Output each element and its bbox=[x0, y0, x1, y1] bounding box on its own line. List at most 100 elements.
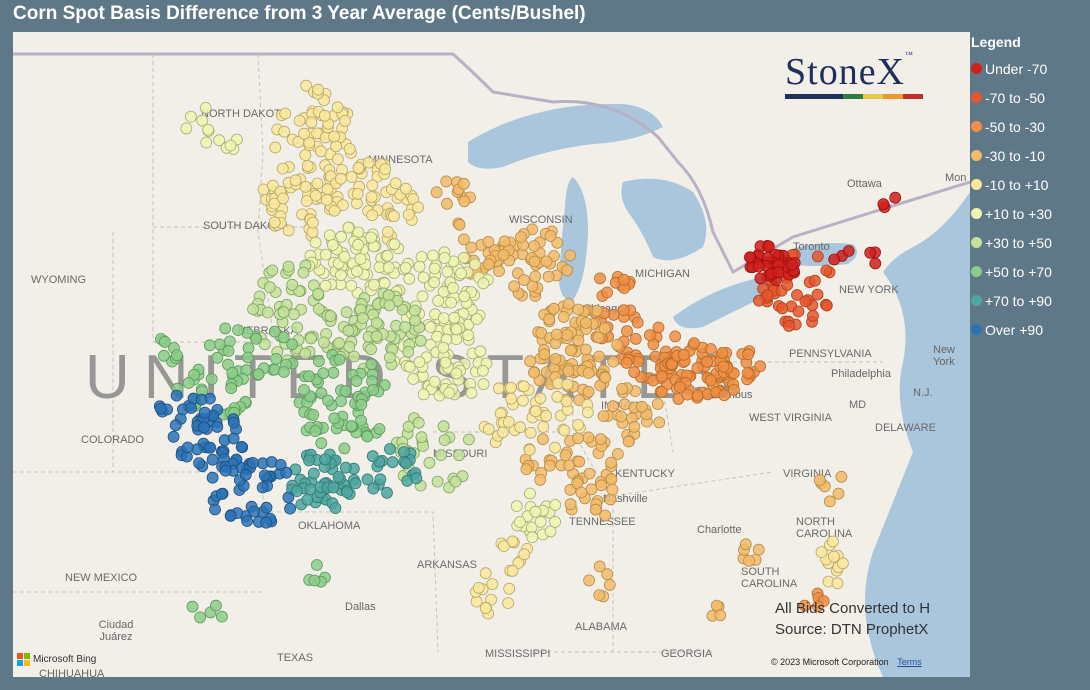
basis-point[interactable] bbox=[582, 385, 595, 398]
basis-point[interactable] bbox=[263, 281, 276, 294]
basis-point[interactable] bbox=[277, 306, 290, 319]
basis-point[interactable] bbox=[529, 505, 542, 518]
basis-point[interactable] bbox=[299, 180, 312, 193]
basis-point[interactable] bbox=[322, 394, 334, 407]
basis-point[interactable] bbox=[534, 473, 547, 486]
basis-point[interactable] bbox=[219, 464, 232, 477]
basis-point[interactable] bbox=[842, 245, 855, 257]
basis-point[interactable] bbox=[424, 321, 437, 334]
basis-point[interactable] bbox=[440, 175, 453, 188]
basis-point[interactable] bbox=[186, 600, 199, 613]
basis-point[interactable] bbox=[701, 355, 713, 368]
basis-point[interactable] bbox=[334, 269, 347, 282]
basis-point[interactable] bbox=[315, 437, 328, 450]
basis-point[interactable] bbox=[837, 557, 849, 570]
basis-point[interactable] bbox=[496, 426, 509, 439]
basis-point[interactable] bbox=[319, 453, 332, 466]
basis-point[interactable] bbox=[652, 321, 665, 334]
basis-point[interactable] bbox=[441, 197, 453, 210]
basis-point[interactable] bbox=[305, 116, 318, 129]
basis-point[interactable] bbox=[812, 600, 824, 613]
legend-item[interactable]: Under -70 bbox=[971, 54, 1086, 83]
basis-point[interactable] bbox=[479, 602, 492, 614]
basis-point[interactable] bbox=[332, 470, 345, 483]
basis-point[interactable] bbox=[543, 459, 556, 472]
basis-point[interactable] bbox=[171, 349, 183, 362]
basis-point[interactable] bbox=[508, 280, 521, 293]
basis-point[interactable] bbox=[524, 426, 537, 439]
basis-point[interactable] bbox=[741, 367, 754, 379]
basis-point[interactable] bbox=[345, 279, 358, 292]
basis-point[interactable] bbox=[592, 331, 605, 344]
basis-point[interactable] bbox=[617, 304, 630, 317]
basis-point[interactable] bbox=[524, 355, 536, 368]
basis-point[interactable] bbox=[181, 441, 194, 454]
basis-point[interactable] bbox=[781, 278, 794, 291]
basis-point[interactable] bbox=[414, 334, 427, 347]
basis-point[interactable] bbox=[783, 319, 795, 332]
basis-point[interactable] bbox=[718, 389, 731, 402]
basis-point[interactable] bbox=[326, 239, 339, 251]
basis-point[interactable] bbox=[534, 392, 547, 405]
basis-point[interactable] bbox=[213, 134, 226, 147]
basis-point[interactable] bbox=[469, 258, 481, 271]
basis-point[interactable] bbox=[551, 390, 564, 403]
basis-point[interactable] bbox=[373, 423, 386, 435]
basis-point[interactable] bbox=[312, 287, 325, 300]
basis-point[interactable] bbox=[540, 409, 553, 422]
basis-point[interactable] bbox=[691, 361, 704, 374]
basis-point[interactable] bbox=[303, 454, 315, 467]
basis-point[interactable] bbox=[889, 191, 902, 204]
basis-point[interactable] bbox=[445, 296, 458, 309]
basis-point[interactable] bbox=[409, 314, 422, 327]
basis-point[interactable] bbox=[299, 149, 312, 161]
basis-point[interactable] bbox=[282, 224, 295, 237]
basis-point[interactable] bbox=[247, 303, 260, 316]
basis-point[interactable] bbox=[227, 416, 240, 429]
basis-point[interactable] bbox=[200, 136, 213, 149]
basis-point[interactable] bbox=[331, 153, 344, 165]
map-canvas[interactable]: UNITED STATES NORTH DAKOTA MINNESOTA SOUTH… bbox=[13, 32, 970, 677]
basis-point[interactable] bbox=[318, 109, 331, 122]
basis-point[interactable] bbox=[185, 402, 198, 414]
basis-point[interactable] bbox=[537, 421, 550, 433]
basis-point[interactable] bbox=[329, 502, 342, 515]
basis-point[interactable] bbox=[402, 420, 415, 433]
basis-point[interactable] bbox=[544, 525, 557, 538]
basis-point[interactable] bbox=[258, 469, 271, 482]
basis-point[interactable] bbox=[415, 431, 428, 444]
basis-point[interactable] bbox=[315, 387, 328, 400]
basis-point[interactable] bbox=[448, 311, 461, 324]
basis-point[interactable] bbox=[506, 565, 519, 577]
basis-point[interactable] bbox=[477, 378, 490, 391]
basis-point[interactable] bbox=[517, 380, 530, 393]
basis-point[interactable] bbox=[301, 160, 314, 172]
basis-point[interactable] bbox=[761, 289, 774, 302]
basis-point[interactable] bbox=[457, 177, 470, 190]
basis-point[interactable] bbox=[510, 500, 523, 513]
basis-point[interactable] bbox=[327, 481, 340, 494]
basis-point[interactable] bbox=[202, 123, 215, 136]
basis-point[interactable] bbox=[158, 335, 171, 348]
basis-point[interactable] bbox=[523, 444, 536, 456]
basis-point[interactable] bbox=[227, 432, 240, 445]
basis-point[interactable] bbox=[374, 473, 387, 486]
basis-point[interactable] bbox=[557, 310, 570, 323]
basis-point[interactable] bbox=[593, 589, 606, 601]
basis-point[interactable] bbox=[561, 264, 574, 277]
basis-point[interactable] bbox=[443, 386, 456, 399]
basis-point[interactable] bbox=[291, 321, 304, 334]
basis-point[interactable] bbox=[193, 457, 206, 470]
basis-point[interactable] bbox=[505, 392, 518, 405]
basis-point[interactable] bbox=[261, 306, 274, 319]
basis-point[interactable] bbox=[798, 599, 811, 612]
basis-point[interactable] bbox=[356, 312, 369, 325]
basis-point[interactable] bbox=[279, 107, 292, 120]
basis-point[interactable] bbox=[820, 264, 833, 277]
basis-point[interactable] bbox=[350, 375, 363, 387]
basis-point[interactable] bbox=[417, 388, 430, 401]
basis-point[interactable] bbox=[416, 290, 429, 303]
legend-item[interactable]: +50 to +70 bbox=[971, 257, 1086, 286]
basis-point[interactable] bbox=[572, 303, 585, 316]
basis-point[interactable] bbox=[383, 299, 396, 312]
